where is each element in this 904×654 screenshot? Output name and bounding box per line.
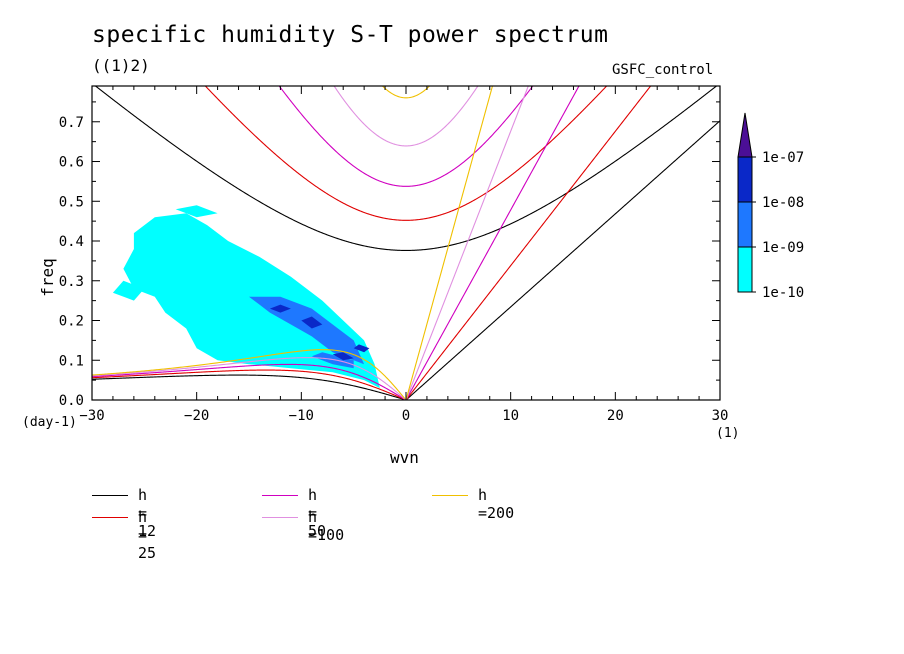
inertio-gravity-h50 [278, 86, 534, 187]
legend-swatch [262, 517, 298, 518]
rossby-h50 [92, 363, 406, 400]
x-tick-label: 10 [502, 408, 519, 424]
y-tick-label: 0.2 [59, 314, 84, 330]
y-axis: 0.0 0.1 0.2 0.3 0.4 0.5 0.6 0.7 [59, 101, 720, 409]
legend-label: h =200 [478, 486, 515, 522]
dispersion-curves [92, 86, 720, 400]
inertio-gravity-h12 [94, 86, 718, 251]
x-axis-unit: (1) [716, 426, 740, 441]
kelvin-h200 [405, 86, 494, 400]
kelvin-h50 [405, 86, 580, 400]
kelvin-h12 [405, 120, 720, 400]
inertio-gravity-h200 [381, 86, 431, 99]
power-region-7 [269, 304, 291, 313]
rossby-h200 [92, 349, 406, 400]
colorbar-overflow-triangle [737, 112, 753, 158]
kelvin-h100 [405, 86, 529, 400]
y-tick-label: 0.1 [59, 353, 84, 369]
x-tick-label: −10 [289, 408, 314, 424]
colorbar-segment [737, 156, 753, 203]
rossby-h25 [92, 369, 406, 400]
inertio-gravity-h100 [333, 86, 479, 147]
chart-subtitle: ((1)2) [92, 56, 150, 75]
power-regions [112, 205, 380, 389]
x-tick-label: 30 [712, 408, 729, 424]
colorbar: 1e-10 1e-09 1e-08 1e-07 [737, 112, 804, 301]
colorbar-segment [737, 201, 753, 248]
power-region-0 [123, 213, 380, 389]
inertio-gravity-h25 [204, 86, 608, 221]
legend-swatch [432, 495, 468, 496]
y-tick-label: 0.4 [59, 234, 84, 250]
rossby-h12 [92, 374, 406, 400]
legend-swatch [92, 495, 128, 496]
colorbar-label: 1e-10 [762, 285, 804, 301]
x-tick-label: 0 [402, 408, 410, 424]
x-axis: −30 −20 −10 0 10 20 30 [79, 86, 728, 424]
legend-swatch [262, 495, 298, 496]
y-axis-unit: (day-1) [22, 415, 77, 430]
legend-label: h = 12 [138, 486, 157, 540]
x-axis-label: wvn [390, 448, 419, 467]
y-tick-label: 0.5 [59, 194, 84, 210]
y-tick-label: 0.7 [59, 115, 84, 131]
power-region-3 [249, 296, 365, 365]
power-region-8 [353, 344, 370, 353]
x-tick-label: −30 [79, 408, 104, 424]
legend-swatch [92, 517, 128, 518]
x-tick-label: −20 [184, 408, 209, 424]
power-region-4 [311, 352, 354, 369]
dataset-label: GSFC_control [612, 62, 714, 78]
legend-label: h =100 [308, 508, 345, 544]
colorbar-label: 1e-08 [762, 195, 804, 211]
colorbar-segment [737, 246, 753, 293]
legend-label: h = 25 [138, 508, 157, 562]
colorbar-label: 1e-09 [762, 240, 804, 256]
rossby-h100 [92, 357, 406, 400]
y-tick-label: 0.0 [59, 393, 84, 409]
power-region-2 [175, 205, 218, 218]
y-tick-label: 0.3 [59, 274, 84, 290]
power-region-1 [112, 280, 145, 301]
power-region-5 [332, 352, 354, 361]
y-tick-label: 0.6 [59, 155, 84, 171]
power-region-6 [301, 316, 323, 329]
legend-label: h = 50 [308, 486, 327, 540]
x-tick-label: 20 [607, 408, 624, 424]
colorbar-label: 1e-07 [762, 150, 804, 166]
chart-title: specific humidity S-T power spectrum [92, 22, 609, 48]
kelvin-h25 [405, 86, 652, 400]
